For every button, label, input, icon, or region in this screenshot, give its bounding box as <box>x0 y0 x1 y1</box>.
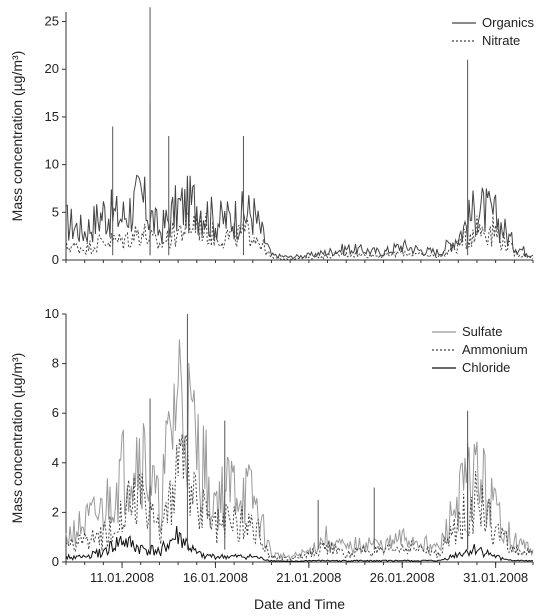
x-tick-label: 31.01.2008 <box>463 570 528 585</box>
legend-label: Chloride <box>462 360 510 375</box>
y-tick-label: 2 <box>52 504 59 519</box>
y-tick-label: 0 <box>52 554 59 569</box>
x-tick-label: 16.01.2008 <box>183 570 248 585</box>
x-tick-label: 21.01.2008 <box>276 570 341 585</box>
y-tick-label: 10 <box>45 157 59 172</box>
y-tick-label: 10 <box>45 306 59 321</box>
top-chart-panel: 0 5 10 15 20 25 Mass concentration (µg/m³) Orga… <box>9 7 535 267</box>
series-line-chloride <box>65 526 534 563</box>
legend-label: Ammonium <box>462 342 528 357</box>
x-tick-label: 11.01.2008 <box>90 570 154 585</box>
legend-label: Sulfate <box>462 324 502 339</box>
y-tick-label: 15 <box>45 109 59 124</box>
y-tick-label: 5 <box>52 204 59 219</box>
legend-label: Organics <box>482 15 535 30</box>
y-tick-label: 25 <box>45 14 59 29</box>
y-tick-label: 8 <box>52 356 59 371</box>
y-tick-label: 4 <box>52 455 59 470</box>
y-axis-title: Mass concentration (µg/m³) <box>9 51 25 222</box>
series-line-organics <box>65 174 534 260</box>
series-line-sulfate <box>65 339 534 561</box>
series-line-nitrate <box>65 211 534 260</box>
x-axis-title: Date and Time <box>254 596 345 612</box>
series-line-ammonium <box>65 434 534 562</box>
x-tick-label: 26.01.2008 <box>370 570 435 585</box>
bottom-chart-panel: 0 2 4 6 8 10 Mass concentration (µg/m³) 11.01.2… <box>9 306 534 612</box>
y-tick-label: 0 <box>52 252 59 267</box>
legend-label: Nitrate <box>482 33 520 48</box>
y-tick-label: 20 <box>45 61 59 76</box>
y-axis-title: Mass concentration (µg/m³) <box>9 353 25 524</box>
y-tick-label: 6 <box>52 405 59 420</box>
